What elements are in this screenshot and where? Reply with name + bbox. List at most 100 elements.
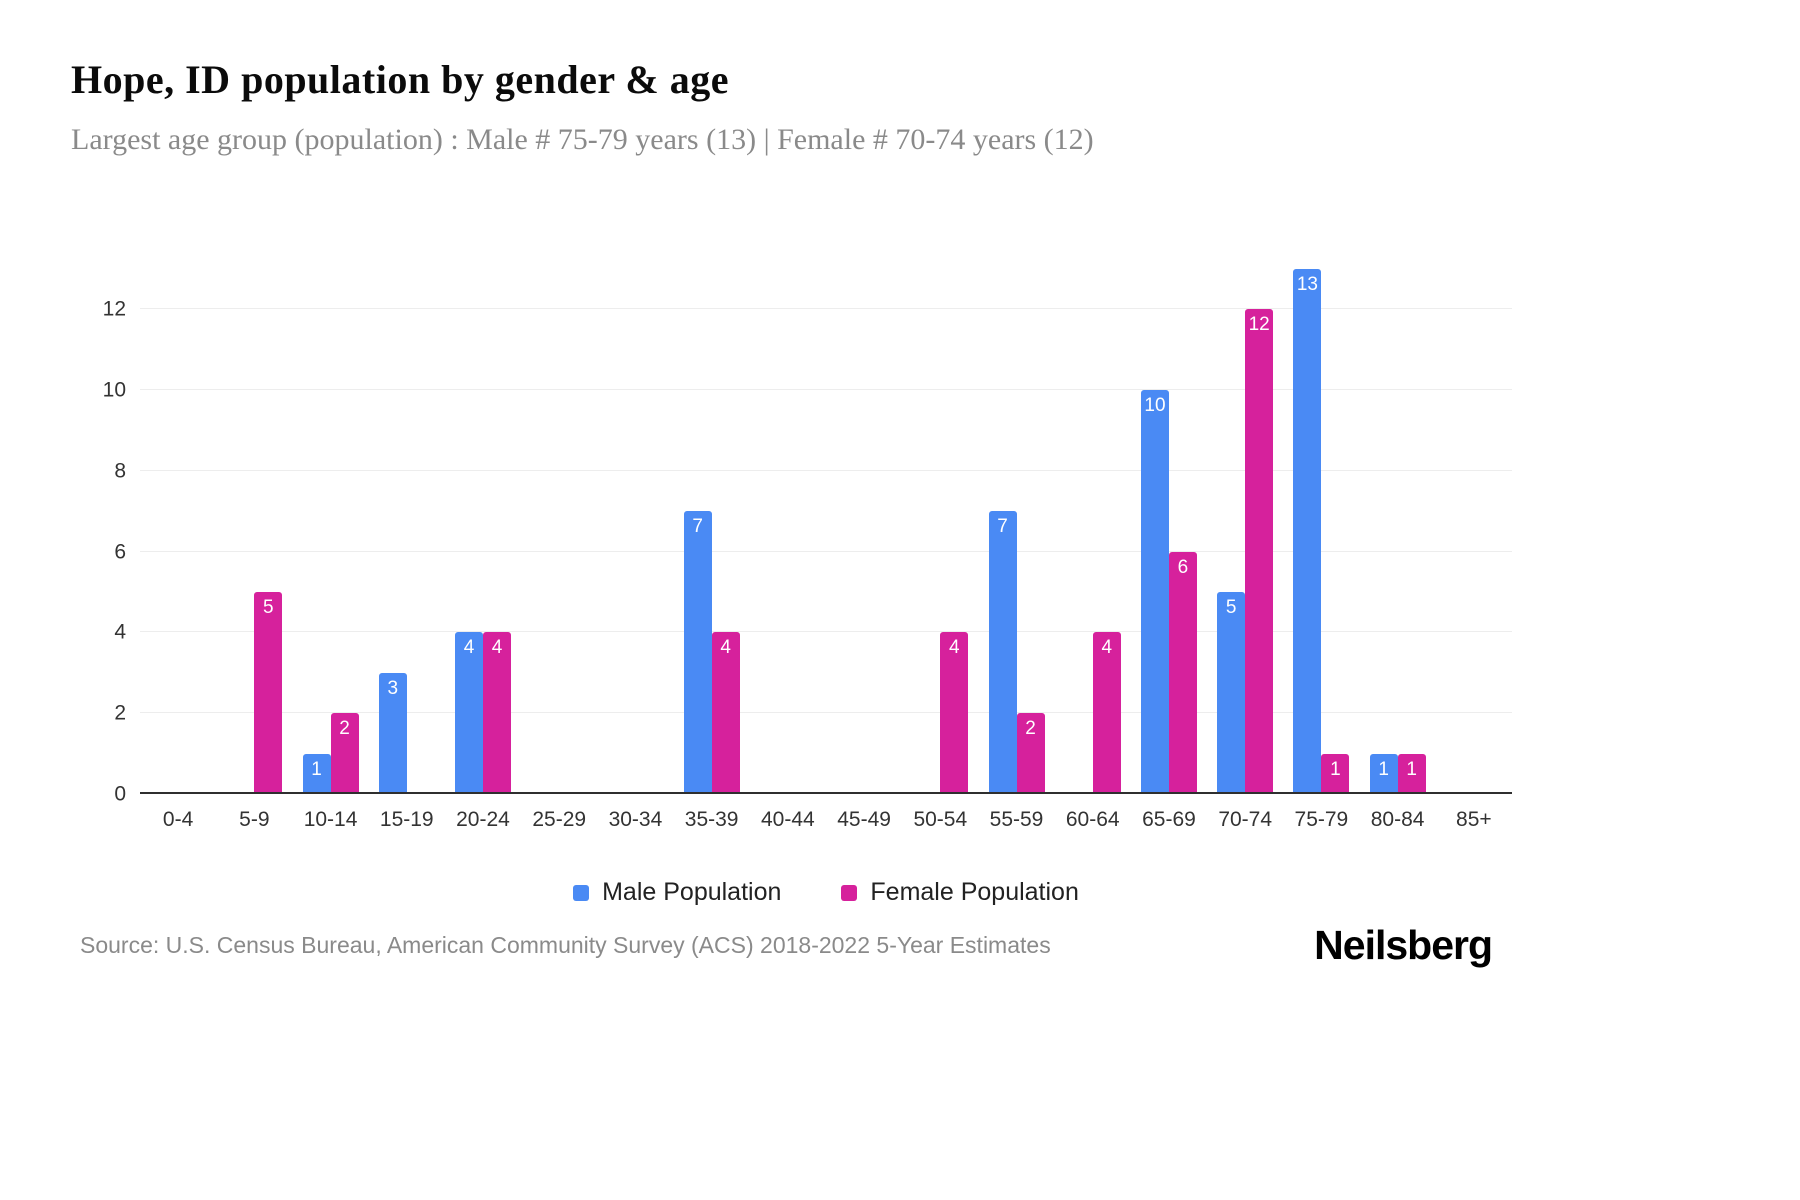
bar-group-45-49 [826,269,902,794]
legend-swatch [841,884,858,901]
bar-group-75-79: 13 1 [1283,269,1359,794]
bar-value-label: 12 [1248,314,1270,336]
male-bar-20-24[interactable]: 4 [454,632,483,794]
bar-group-5-9: 5 [216,269,292,794]
male-bar-65-69[interactable]: 10 [1140,390,1169,794]
y-tick-label: 0 [114,782,126,806]
bar-value-label: 1 [1330,758,1341,780]
x-tick-label: 50-54 [913,808,968,831]
x-tick-label: 10-14 [303,808,358,831]
bar-value-label: 5 [1225,597,1237,619]
bar-group-60-64: 4 [1055,269,1131,794]
y-tick-label: 4 [114,620,126,644]
female-bar-5-9[interactable]: 5 [254,592,283,794]
bar-value-label: 4 [949,637,960,659]
x-axis-line [140,792,1512,794]
x-tick-label: 0-4 [162,808,194,831]
bar-value-label: 4 [1101,637,1113,659]
bar-value-label: 1 [311,758,322,780]
female-bar-60-64[interactable]: 4 [1092,632,1121,794]
legend-item-female[interactable]: Female Population [841,878,1079,907]
gridline [140,308,1512,310]
bar-group-0-4 [140,269,216,794]
female-bar-10-14[interactable]: 2 [330,713,359,794]
x-tick-label: 20-24 [456,808,510,831]
x-axis: 0-4 5-9 10-14 15-19 20-24 25-29 30-34 35-39 40-4… [140,808,1512,832]
bar-value-label: 1 [1406,758,1417,780]
bar-group-50-54: 4 [902,269,978,794]
bar-chart: 0 2 4 6 8 10 12 5 1 2 3 4 4 7 4 4 7 2 4 10 6 5 12 13 1 1 1 0-4 5-9 1… [103,269,1512,832]
gridline [140,712,1512,714]
male-bar-35-39[interactable]: 7 [683,511,712,794]
gridline [140,389,1512,391]
x-tick-label: 45-49 [837,808,891,831]
y-tick-label: 8 [114,459,126,483]
legend-swatch [573,884,590,901]
legend: Male Population Female Population [140,878,1512,907]
bar-group-30-34 [597,269,673,794]
x-tick-label: 5-9 [239,808,270,831]
female-bar-50-54[interactable]: 4 [940,632,969,794]
bar-value-label: 13 [1296,274,1318,295]
chart-subtitle: Largest age group (population) : Male # … [71,123,1094,156]
bar-value-label: 4 [491,637,503,659]
bar-groups: 5 1 2 3 4 4 7 4 4 7 2 4 10 6 5 12 13 1 1 1 [140,269,1512,794]
chart-title: Hope, ID population by gender & age [71,57,729,102]
x-tick-label: 65-69 [1142,808,1196,831]
bar-group-15-19: 3 [369,269,445,794]
neilsberg-logo: Neilsberg [1314,922,1493,968]
x-tick-label: 55-59 [989,808,1044,831]
y-tick-label: 6 [114,540,126,564]
female-bar-35-39[interactable]: 4 [711,632,740,794]
y-tick-label: 10 [102,378,126,402]
x-tick-label: 40-44 [761,808,815,831]
bar-value-label: 2 [1025,718,1036,740]
bar-group-40-44 [750,269,826,794]
bar-value-label: 6 [1177,556,1189,578]
bar-value-label: 5 [263,597,274,619]
female-bar-80-84[interactable]: 1 [1397,753,1426,794]
bar-group-70-74: 5 12 [1207,269,1283,794]
x-tick-label: 60-64 [1065,808,1120,831]
bar-value-label: 10 [1144,395,1166,417]
bar-value-label: 7 [997,516,1008,538]
x-tick-label: 75-79 [1294,808,1349,831]
x-tick-label: 15-19 [379,808,434,831]
bar-value-label: 4 [463,637,475,659]
footer: Source: U.S. Census Bureau, American Com… [80,922,1493,969]
gridline [140,631,1512,633]
female-bar-70-74[interactable]: 12 [1245,309,1274,794]
male-bar-75-79[interactable]: 13 [1293,269,1322,794]
bar-group-65-69: 10 6 [1131,269,1207,794]
x-tick-label: 25-29 [532,808,587,831]
male-bar-55-59[interactable]: 7 [988,511,1017,794]
x-tick-label: 30-34 [608,808,663,831]
x-tick-label: 85+ [1456,808,1492,831]
legend-item-male[interactable]: Male Population [573,878,781,907]
bar-value-label: 1 [1378,758,1389,780]
male-bar-70-74[interactable]: 5 [1217,592,1246,794]
male-bar-15-19[interactable]: 3 [378,672,407,794]
x-tick-label: 35-39 [684,808,739,831]
bar-group-85+ [1436,269,1512,794]
female-bar-20-24[interactable]: 4 [482,632,511,794]
x-tick-label: 80-84 [1370,808,1425,831]
bar-value-label: 7 [692,516,703,538]
female-bar-75-79[interactable]: 1 [1321,753,1350,794]
female-bar-55-59[interactable]: 2 [1016,713,1045,794]
bar-value-label: 2 [339,718,350,740]
plot-area: 0 2 4 6 8 10 12 5 1 2 3 4 4 7 4 4 7 2 4 10 6 5 12 13 1 1 1 [103,269,1512,805]
source-text: Source: U.S. Census Bureau, American Com… [80,932,1051,958]
gridline [140,550,1512,552]
x-tick-label: 70-74 [1218,808,1273,831]
bar-group-25-29 [521,269,597,794]
male-bar-80-84[interactable]: 1 [1369,753,1398,794]
legend-label: Male Population [602,878,782,906]
male-bar-10-14[interactable]: 1 [302,753,331,794]
y-tick-label: 2 [114,701,126,725]
female-bar-65-69[interactable]: 6 [1168,551,1197,794]
